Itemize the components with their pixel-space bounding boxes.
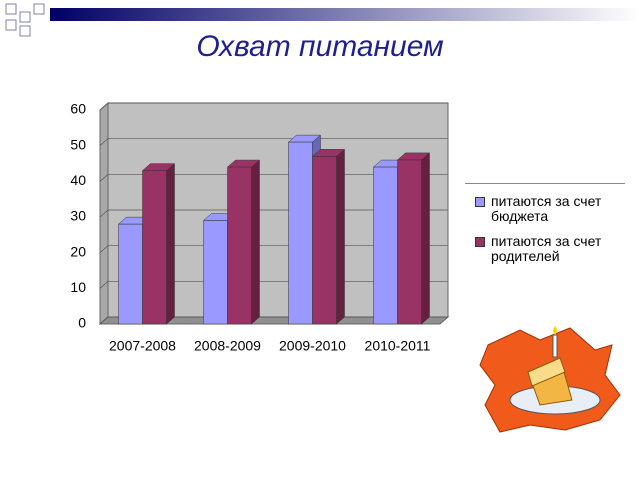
y-tick-label: 10: [70, 279, 86, 295]
decor-squares: [5, 3, 640, 37]
legend-swatch: [475, 197, 485, 207]
plot: 0 10 20 30 40 50 60 2007-2008 2008-2009 2009-2010…: [70, 101, 450, 354]
bar-front: [203, 220, 228, 325]
bar-front: [227, 166, 252, 325]
y-tick-label: 30: [70, 208, 86, 224]
bar: [141, 163, 176, 325]
legend-swatch: [475, 237, 485, 247]
y-tick-label: 40: [70, 172, 86, 188]
y-tick-label: 20: [70, 243, 86, 259]
bar-front: [142, 170, 167, 325]
bar-side: [251, 159, 260, 325]
bar: [396, 152, 431, 325]
y-tick-label: 60: [70, 101, 86, 117]
bar-side: [336, 148, 345, 325]
bar-side: [421, 152, 430, 325]
bar-front: [288, 141, 313, 325]
bar-side: [166, 163, 175, 325]
legend-item: питаются за счет родителей: [475, 234, 625, 264]
x-tick-label: 2010-2011: [365, 338, 431, 354]
y-tick-label: 0: [78, 315, 86, 331]
legend-label: питаются за счет бюджета: [491, 193, 602, 224]
x-tick-label: 2008-2009: [194, 338, 261, 354]
bar-front: [312, 156, 337, 325]
legend: питаются за счет бюджета питаются за счет…: [465, 183, 625, 274]
x-tick-label: 2009-2010: [279, 338, 346, 354]
legend-label: питаются за счет родителей: [491, 233, 602, 264]
grid-line: [99, 102, 448, 111]
x-tick-label: 2007-2008: [109, 338, 176, 354]
bar: [226, 159, 261, 325]
legend-item: питаются за счет бюджета: [475, 194, 625, 224]
bar-front: [397, 159, 422, 325]
cake-clipart: [479, 326, 621, 433]
y-tick-label: 50: [70, 136, 86, 152]
chart-title: Охват питанием: [196, 30, 444, 63]
bar: [311, 148, 346, 325]
bar-front: [118, 223, 143, 325]
grid-line: [99, 138, 448, 146]
bar-front: [373, 166, 398, 325]
